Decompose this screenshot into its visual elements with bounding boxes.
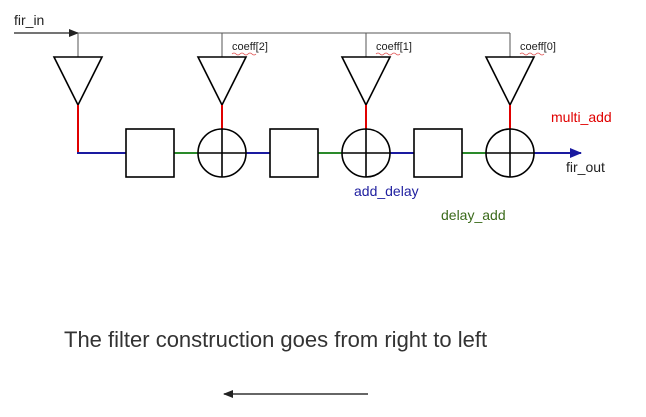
direction-caption: The filter construction goes from right … [64, 327, 487, 352]
adder-1 [197, 128, 247, 178]
fir-in-label: fir_in [14, 12, 44, 28]
adder-3 [485, 128, 535, 178]
coeff-1-underline [375, 52, 401, 56]
delay-block-2 [269, 128, 319, 178]
multiplier-triangle-0 [484, 56, 536, 107]
delay-block-1 [125, 128, 175, 178]
coeff-0-underline [519, 52, 545, 56]
adder-2 [341, 128, 391, 178]
multiplier-triangle-1 [340, 56, 392, 107]
multi-add-label: multi_add [551, 109, 612, 125]
delay-block-3 [413, 128, 463, 178]
coeff-2-underline [231, 52, 257, 56]
coeff-2-label: coeff[2] [232, 41, 268, 53]
multiplier-triangle-3 [52, 56, 104, 107]
fir-out-label: fir_out [566, 159, 605, 175]
coeff-1-label: coeff[1] [376, 41, 412, 53]
delay-add-label: delay_add [441, 207, 506, 223]
add-delay-label: add_delay [354, 183, 419, 199]
coeff-0-label: coeff[0] [520, 41, 556, 53]
multiplier-triangle-2 [196, 56, 248, 107]
